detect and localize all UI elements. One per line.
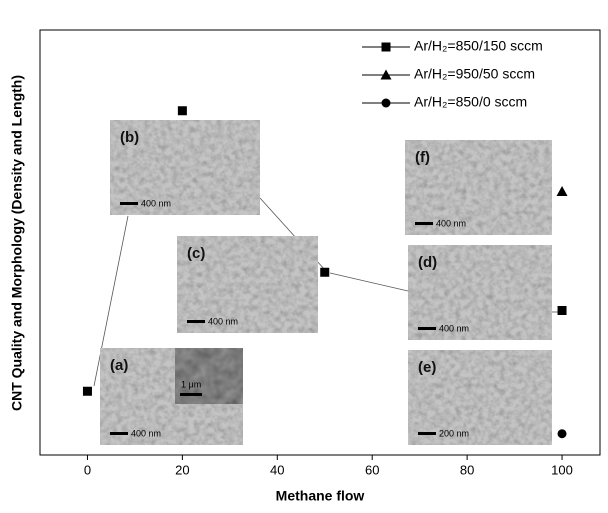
panel-label: (a) <box>110 357 128 374</box>
scale-bar <box>120 202 138 205</box>
legend-label: Ar/H₂=850/0 sccm <box>414 94 527 110</box>
inset-scale-bar <box>180 393 202 396</box>
panel-label: (c) <box>187 245 205 262</box>
sem-texture <box>408 350 552 445</box>
sem-texture <box>408 245 552 340</box>
sem-texture <box>110 120 260 215</box>
scale-bar <box>110 432 128 435</box>
plot-frame <box>39 29 601 456</box>
marker-triangle <box>380 69 392 80</box>
marker-square <box>320 267 330 277</box>
panel-label: (e) <box>418 359 436 376</box>
legend-label: Ar/H₂=850/150 sccm <box>414 38 543 54</box>
scale-bar <box>187 320 205 323</box>
scale-bar <box>418 327 436 330</box>
marker-square <box>82 386 92 396</box>
scale-label: 400 nm <box>141 198 171 208</box>
x-tick-label: 80 <box>460 462 474 477</box>
x-tick-label: 40 <box>270 462 284 477</box>
scale-bar <box>415 222 433 225</box>
scale-label: 400 nm <box>131 428 161 438</box>
panel-label: (f) <box>415 149 430 166</box>
panel-label: (b) <box>120 129 139 146</box>
y-axis-label: CNT Quality and Morphology (Density and … <box>9 75 25 411</box>
x-tick-label: 20 <box>175 462 189 477</box>
legend-label: Ar/H₂=950/50 sccm <box>414 66 535 82</box>
scale-label: 400 nm <box>436 218 466 228</box>
sem-texture <box>177 236 318 333</box>
x-axis-label: Methane flow <box>276 488 365 504</box>
scale-bar <box>418 432 436 435</box>
x-tick-label: 60 <box>365 462 379 477</box>
marker-circle <box>381 98 391 108</box>
scale-label: 400 nm <box>439 323 469 333</box>
marker-square <box>557 306 567 315</box>
scale-label: 400 nm <box>208 316 238 326</box>
inset-scale-label: 1 μm <box>181 379 201 389</box>
marker-circle <box>557 429 567 439</box>
sem-texture <box>405 140 552 235</box>
panel-label: (d) <box>418 254 437 271</box>
scale-label: 200 nm <box>439 428 469 438</box>
marker-square <box>381 42 391 52</box>
marker-triangle <box>556 186 568 196</box>
marker-square <box>177 106 187 116</box>
x-tick-label: 0 <box>84 462 91 477</box>
x-tick-label: 100 <box>551 462 573 477</box>
